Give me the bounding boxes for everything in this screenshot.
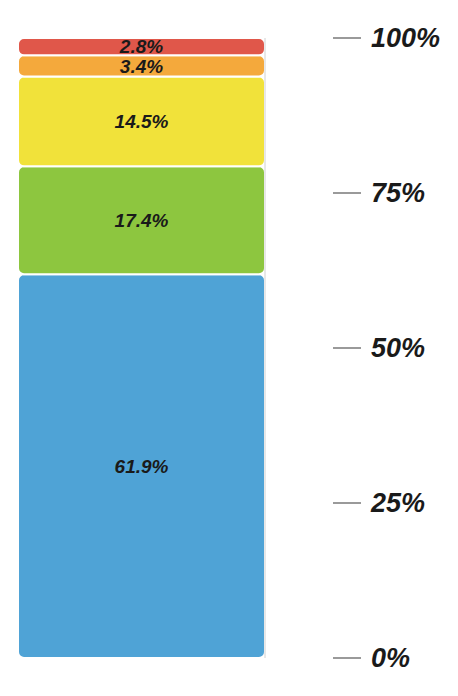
svg-text:2.8%: 2.8% xyxy=(119,36,163,57)
svg-text:100%: 100% xyxy=(371,23,440,53)
svg-text:14.5%: 14.5% xyxy=(115,111,169,132)
svg-text:50%: 50% xyxy=(371,333,425,363)
svg-text:0%: 0% xyxy=(371,643,410,673)
svg-text:3.4%: 3.4% xyxy=(120,56,163,77)
svg-text:75%: 75% xyxy=(371,178,425,208)
svg-text:25%: 25% xyxy=(370,488,425,518)
svg-text:61.9%: 61.9% xyxy=(115,456,169,477)
svg-text:17.4%: 17.4% xyxy=(115,210,169,231)
